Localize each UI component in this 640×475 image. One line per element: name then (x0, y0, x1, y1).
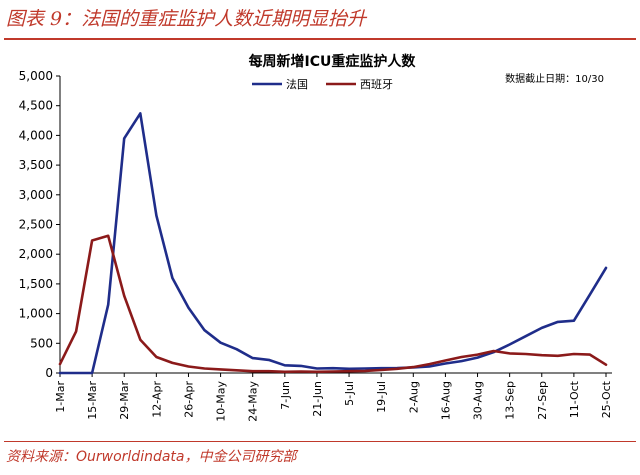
data-cutoff-annotation: 数据截止日期：10/30 (505, 72, 604, 85)
chart-title: 每周新增ICU重症监护人数 (249, 53, 417, 70)
legend: 法国 西班牙 (252, 77, 393, 91)
y-axis: 0 500 1,000 1,500 2,000 2,500 3,000 3,500 4,000 4… (19, 69, 61, 380)
y-tick-label: 3,000 (19, 188, 53, 202)
y-tick-label: 4,500 (19, 99, 53, 113)
x-tick-label: 1-Mar (54, 381, 67, 413)
x-tick-label: 11-Oct (568, 380, 581, 418)
x-tick-label: 5-Jul (343, 381, 356, 406)
series-line-france (58, 112, 608, 375)
y-tick-label: 1,500 (19, 277, 53, 291)
x-axis: 1-Mar 15-Mar 29-Mar 12-Apr 26-Apr 10-May 24-Ma… (54, 372, 613, 422)
x-tick-label: 15-Mar (86, 381, 99, 420)
x-tick-label: 27-Sep (536, 381, 549, 420)
figure-title: 图表 9：法国的重症监护人数近期明显抬升 (6, 8, 367, 30)
x-tick-label: 21-Jun (311, 381, 324, 417)
y-tick-label: 500 (30, 336, 53, 350)
legend-label-france: 法国 (286, 77, 308, 91)
x-tick-label: 7-Jun (279, 381, 292, 410)
x-tick-label: 16-Aug (439, 381, 452, 420)
x-tick-label: 29-Mar (118, 381, 131, 420)
source-rule (4, 441, 636, 442)
x-tick-label: 25-Oct (600, 380, 613, 418)
x-tick-label: 12-Apr (150, 381, 163, 418)
line-chart: 每周新增ICU重症监护人数 数据截止日期：10/30 法国 西班牙 0 500 1,… (19, 53, 613, 422)
x-tick-label: 13-Sep (504, 381, 517, 420)
series-line-spain (58, 234, 608, 374)
series-layer (58, 112, 608, 375)
y-tick-label: 4,000 (19, 128, 53, 142)
x-tick-label: 2-Aug (407, 381, 420, 413)
x-tick-label: 26-Apr (182, 381, 195, 418)
y-tick-label: 1,000 (19, 307, 53, 321)
y-tick-label: 3,500 (19, 158, 53, 172)
y-tick-label: 2,000 (19, 247, 53, 261)
x-tick-label: 19-Jul (375, 381, 388, 413)
x-tick-label: 10-May (215, 381, 228, 422)
source-note: 资料来源：Ourworldindata，中金公司研究部 (6, 449, 297, 465)
y-tick-label: 5,000 (19, 69, 53, 83)
y-tick-label: 2,500 (19, 218, 53, 232)
title-rule (4, 38, 636, 40)
x-tick-label: 30-Aug (472, 381, 485, 420)
x-tick-label: 24-May (247, 381, 260, 422)
y-tick-label: 0 (45, 366, 53, 380)
legend-label-spain: 西班牙 (360, 78, 393, 91)
